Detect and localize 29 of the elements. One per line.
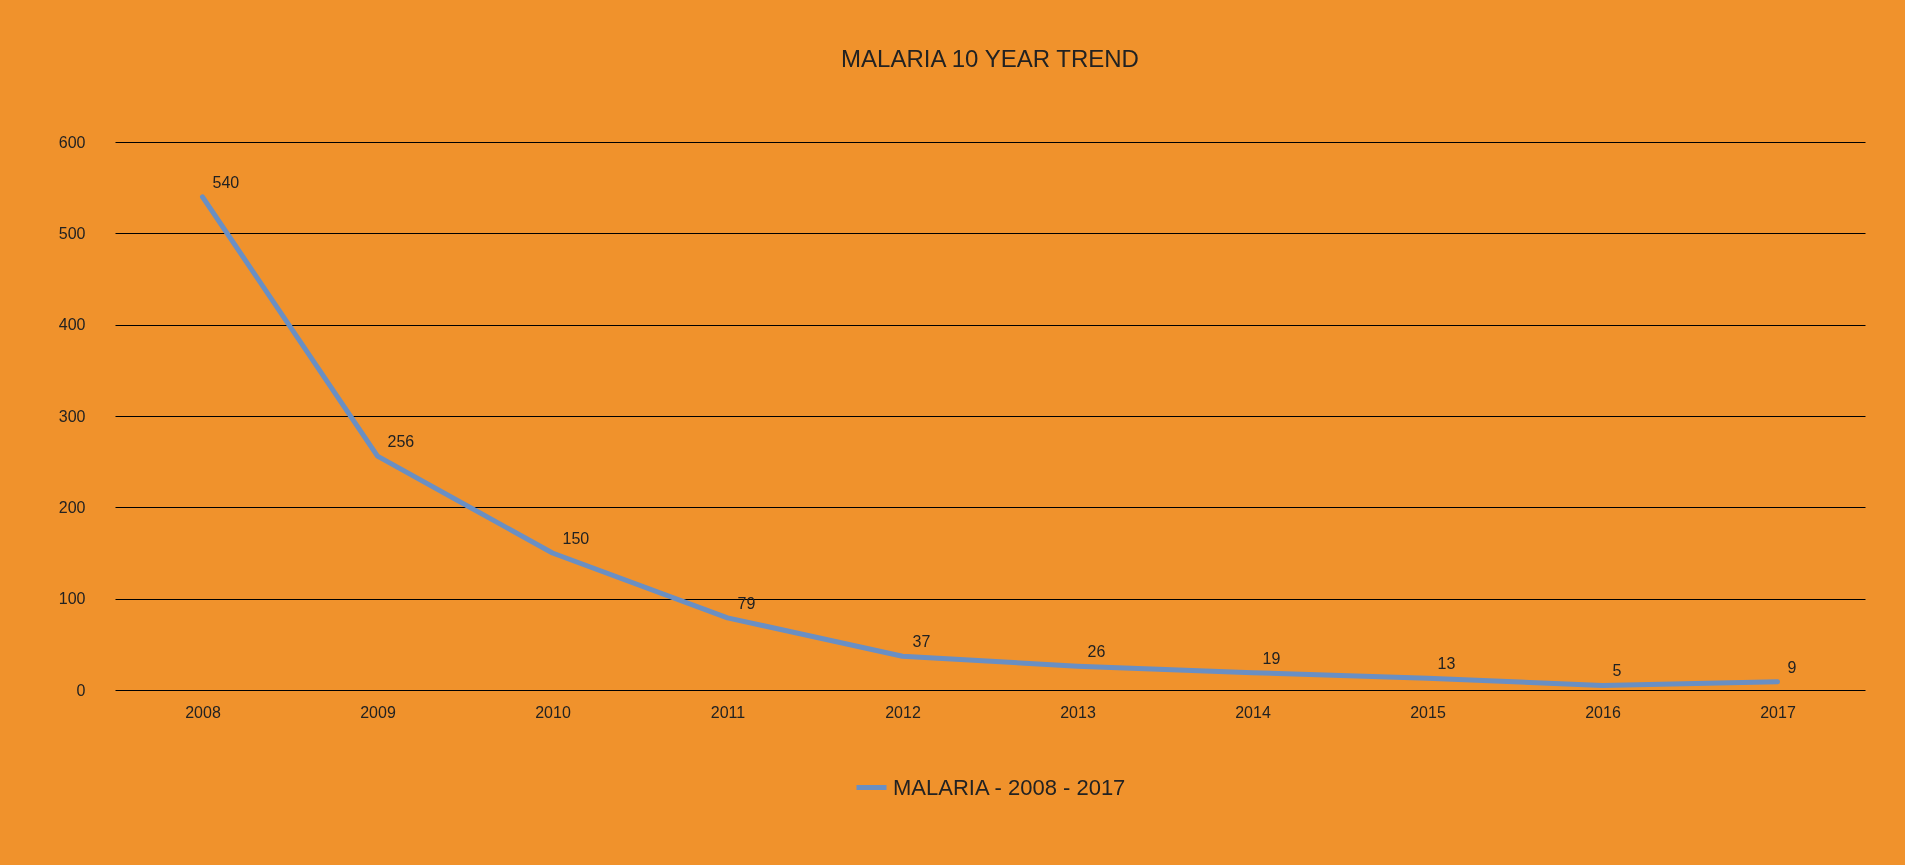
chart-title: MALARIA 10 YEAR TREND (841, 45, 1139, 72)
y-tick-label: 300 (58, 407, 86, 425)
y-tick-label: 400 (58, 316, 86, 334)
x-tick-label: 2011 (710, 703, 746, 721)
x-tick-label: 2008 (185, 703, 221, 721)
data-label: 256 (387, 433, 415, 451)
x-tick-label: 2014 (1235, 703, 1271, 721)
x-tick-label: 2015 (1410, 703, 1446, 721)
y-tick-label: 0 (76, 681, 86, 699)
data-label: 540 (212, 173, 240, 191)
y-tick-label: 100 (58, 590, 86, 608)
x-tick-label: 2010 (535, 703, 571, 721)
y-tick-label: 200 (58, 498, 86, 516)
x-tick-label: 2012 (885, 703, 921, 721)
x-tick-label: 2017 (1760, 703, 1796, 721)
data-label: 150 (562, 530, 590, 547)
x-tick-label: 2009 (360, 703, 396, 721)
data-label: 19 (1262, 649, 1281, 667)
x-tick-label: 2013 (1060, 703, 1096, 721)
y-tick-label: 600 (58, 133, 86, 151)
data-label: 13 (1437, 655, 1456, 673)
data-label: 9 (1787, 658, 1797, 676)
y-tick-label: 500 (58, 224, 86, 242)
data-label: 37 (912, 633, 931, 651)
data-label: 79 (737, 594, 756, 612)
x-tick-label: 2016 (1585, 703, 1621, 721)
legend-label: MALARIA - 2008 - 2017 (893, 774, 1126, 800)
data-label: 5 (1612, 662, 1622, 680)
data-label: 26 (1087, 643, 1106, 661)
